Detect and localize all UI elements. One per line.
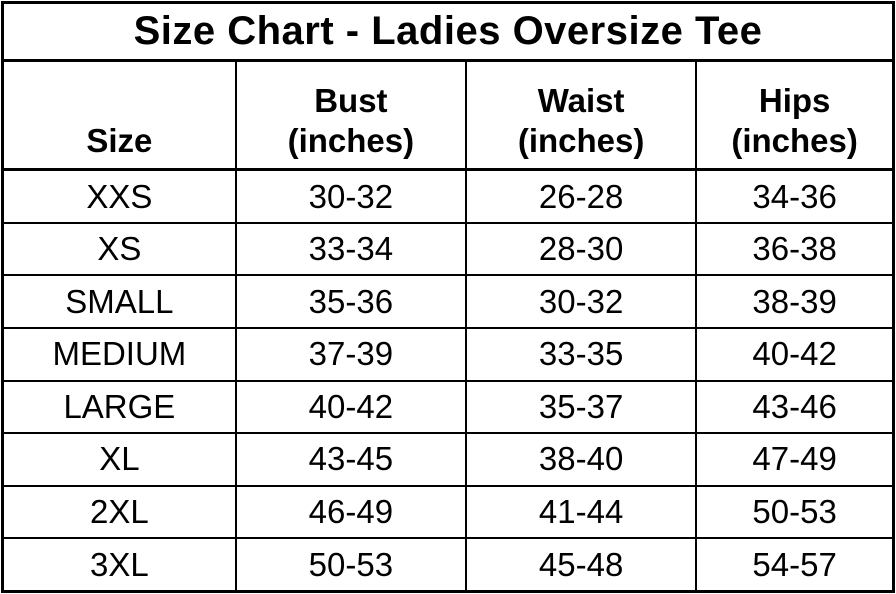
table-row: 2XL 46-49 41-44 50-53 xyxy=(1,484,895,540)
size-cell: MEDIUM xyxy=(1,326,237,382)
hips-cell: 40-42 xyxy=(695,326,895,382)
bust-cell: 40-42 xyxy=(234,379,468,435)
size-cell: XXS xyxy=(1,168,237,224)
waist-cell: 30-32 xyxy=(464,274,698,329)
hips-cell: 54-57 xyxy=(695,537,895,593)
table-row: XXS 30-32 26-28 34-36 xyxy=(1,168,895,224)
bust-cell: 46-49 xyxy=(234,484,468,540)
table-row: XS 33-34 28-30 36-38 xyxy=(1,221,895,277)
hips-cell: 43-46 xyxy=(695,379,895,435)
bust-cell: 37-39 xyxy=(234,326,468,382)
waist-cell: 41-44 xyxy=(464,484,698,540)
hips-cell: 34-36 xyxy=(695,168,895,224)
size-cell: XL xyxy=(1,432,237,487)
column-header-hips: Hips (inches) xyxy=(695,59,895,172)
bust-cell: 35-36 xyxy=(234,274,468,329)
column-header-waist: Waist (inches) xyxy=(464,59,698,172)
bust-cell: 30-32 xyxy=(234,168,468,224)
column-header-bust: Bust (inches) xyxy=(234,59,468,172)
table-row: LARGE 40-42 35-37 43-46 xyxy=(1,379,895,435)
bust-cell: 33-34 xyxy=(234,221,468,277)
hips-cell: 50-53 xyxy=(695,484,895,540)
size-cell: XS xyxy=(1,221,237,277)
hips-cell: 36-38 xyxy=(695,221,895,277)
table-row: XL 43-45 38-40 47-49 xyxy=(1,432,895,487)
waist-cell: 45-48 xyxy=(464,537,698,593)
bust-cell: 43-45 xyxy=(234,432,468,487)
table-row: 3XL 50-53 45-48 54-57 xyxy=(1,537,895,593)
size-cell: SMALL xyxy=(1,274,237,329)
waist-cell: 26-28 xyxy=(464,168,698,224)
hips-cell: 38-39 xyxy=(695,274,895,329)
waist-cell: 33-35 xyxy=(464,326,698,382)
size-cell: 2XL xyxy=(1,484,237,540)
table-row: MEDIUM 37-39 33-35 40-42 xyxy=(1,326,895,382)
waist-cell: 28-30 xyxy=(464,221,698,277)
hips-cell: 47-49 xyxy=(695,432,895,487)
waist-cell: 38-40 xyxy=(464,432,698,487)
title-row: Size Chart - Ladies Oversize Tee xyxy=(1,1,895,62)
size-cell: 3XL xyxy=(1,537,237,593)
size-cell: LARGE xyxy=(1,379,237,435)
waist-cell: 35-37 xyxy=(464,379,698,435)
table-row: SMALL 35-36 30-32 38-39 xyxy=(1,274,895,329)
table-title: Size Chart - Ladies Oversize Tee xyxy=(1,1,895,62)
column-header-size: Size xyxy=(1,59,237,172)
bust-cell: 50-53 xyxy=(234,537,468,593)
header-row: Size Bust (inches) Waist (inches) Hips (… xyxy=(1,59,895,172)
